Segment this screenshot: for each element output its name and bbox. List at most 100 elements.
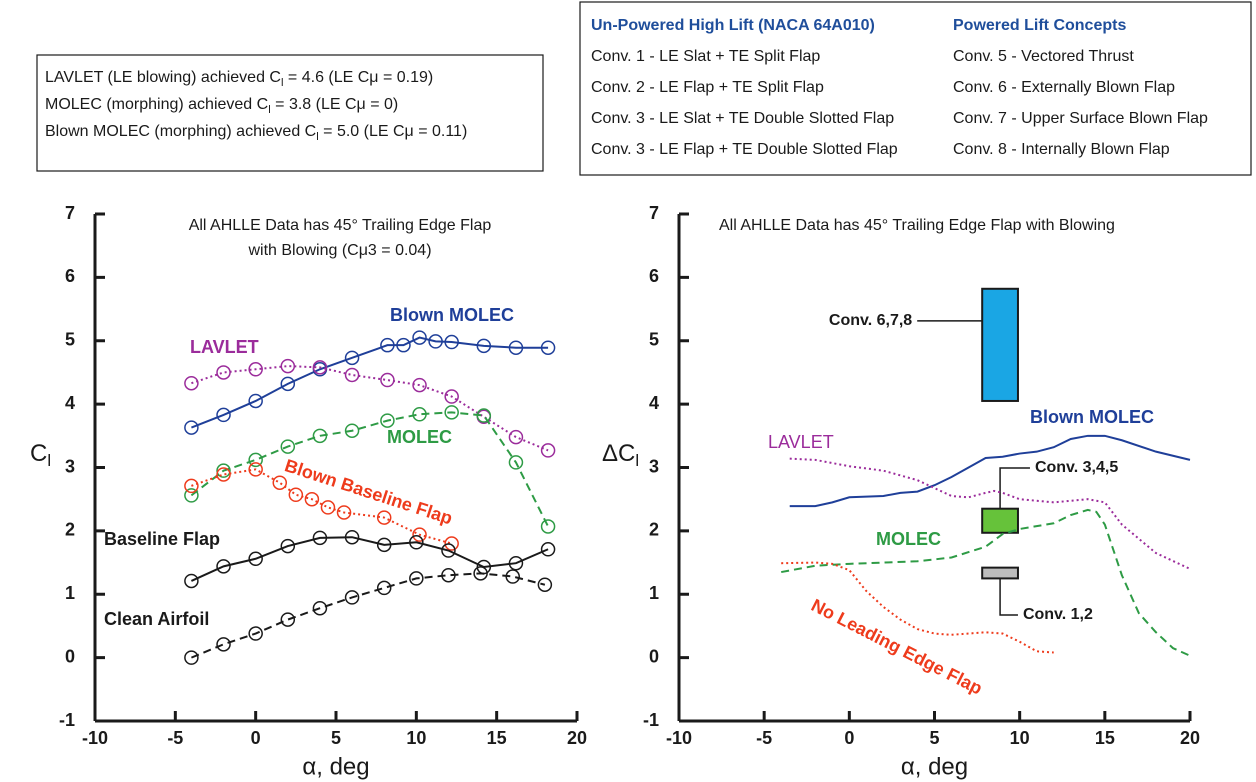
series-label: MOLEC (387, 427, 452, 447)
marker (508, 455, 524, 470)
marker (441, 543, 456, 558)
marker (444, 334, 459, 350)
x-tick-label: 15 (487, 728, 507, 748)
range-label: Conv. 1,2 (1023, 606, 1093, 623)
marker (216, 467, 231, 482)
series-label: Blown MOLEC (390, 305, 514, 325)
series-label: Clean Airfoil (104, 609, 209, 629)
y-tick-label: 2 (649, 520, 659, 540)
series-line (191, 365, 549, 452)
y-tick-label: 0 (649, 646, 659, 666)
series-label: LAVLET (768, 432, 834, 452)
marker (216, 559, 231, 574)
text-part: = 3.8 (LE Cμ = 0) (271, 96, 399, 113)
marker (280, 612, 296, 627)
annotation: All AHLLE Data has 45° Trailing Edge Fla… (189, 217, 492, 234)
marker (444, 389, 459, 404)
series-label: Blown Baseline Flap (282, 455, 455, 528)
marker (312, 360, 328, 375)
marker (280, 376, 296, 392)
text-part: LAVLET (LE blowing) achieved C (45, 69, 281, 86)
marker (248, 393, 263, 409)
y-tick-label: 7 (649, 203, 659, 223)
x-tick-label: 20 (567, 728, 587, 748)
x-tick-label: 5 (929, 728, 939, 748)
marker (508, 555, 524, 571)
y-tick-label: 4 (65, 393, 75, 413)
marker (540, 443, 556, 458)
y-tick-label: 7 (65, 203, 75, 223)
marker (344, 423, 360, 438)
marker (428, 334, 443, 349)
subscript: l (268, 104, 271, 116)
x-tick-label: -5 (756, 728, 772, 748)
series-label: MOLEC (876, 529, 941, 549)
y-tick-label: 2 (65, 520, 75, 540)
marker (376, 537, 392, 553)
range-box (981, 507, 1019, 534)
marker (272, 475, 288, 490)
marker (412, 407, 427, 422)
x-tick-label: 10 (406, 728, 426, 748)
leader-line (999, 578, 1018, 616)
marker (344, 350, 360, 366)
marker (540, 340, 556, 355)
configuration-item: Conv. 5 - Vectored Thrust (953, 48, 1134, 65)
marker (288, 487, 304, 503)
configuration-item: Conv. 2 - LE Flap + TE Split Flap (591, 79, 824, 96)
y-tick-label: 5 (65, 330, 75, 350)
marker (396, 337, 411, 353)
x-tick-label: 5 (331, 728, 341, 748)
marker (216, 463, 231, 478)
marker (409, 571, 424, 586)
marker (412, 377, 427, 393)
marker (248, 626, 263, 641)
marker (248, 452, 263, 468)
marker (376, 580, 392, 596)
range-label: Conv. 3,4,5 (1035, 459, 1118, 476)
y-tick-label: 6 (65, 266, 75, 286)
marker (320, 500, 336, 515)
marker (184, 478, 199, 494)
marker (216, 637, 231, 652)
y-tick-label: 4 (649, 393, 659, 413)
marker (376, 510, 392, 525)
text-part: = 5.0 (LE Cμ = 0.11) (319, 123, 468, 140)
y-tick-label: -1 (59, 710, 75, 730)
marker (444, 405, 459, 420)
series-line (781, 508, 1191, 657)
y-tick-label: -1 (643, 710, 659, 730)
marker (280, 439, 296, 454)
series-label: No Leading Edge Flap (808, 595, 985, 699)
series-line (789, 457, 1191, 570)
annotation: All AHLLE Data has 45° Trailing Edge Fla… (719, 217, 1115, 234)
text-part: Blown MOLEC (morphing) achieved C (45, 123, 316, 140)
x-tick-label: -10 (666, 728, 692, 748)
configuration-item: Conv. 8 - Internally Blown Flap (953, 141, 1170, 158)
marker (380, 337, 395, 353)
marker (184, 573, 199, 589)
marker (476, 338, 492, 354)
marker (444, 536, 459, 551)
marker (248, 462, 263, 477)
marker (380, 413, 395, 428)
y-tick-label: 3 (649, 456, 659, 476)
marker (540, 519, 556, 534)
marker (280, 358, 296, 374)
range-box (981, 287, 1019, 402)
x-tick-label: 0 (251, 728, 261, 748)
x-axis-label: α, deg (302, 753, 369, 780)
x-tick-label: 20 (1180, 728, 1200, 748)
y-tick-label: 0 (65, 646, 75, 666)
x-tick-label: 10 (1010, 728, 1030, 748)
marker (537, 577, 553, 592)
y-tick-label: 1 (649, 583, 659, 603)
marker (216, 407, 231, 423)
marker (312, 530, 328, 546)
y-tick-label: 5 (649, 330, 659, 350)
y-tick-label: 6 (649, 266, 659, 286)
marker (248, 551, 263, 567)
y-tick-label: 3 (65, 456, 75, 476)
marker (312, 428, 328, 444)
y-axis-label: ΔCl (602, 440, 639, 470)
